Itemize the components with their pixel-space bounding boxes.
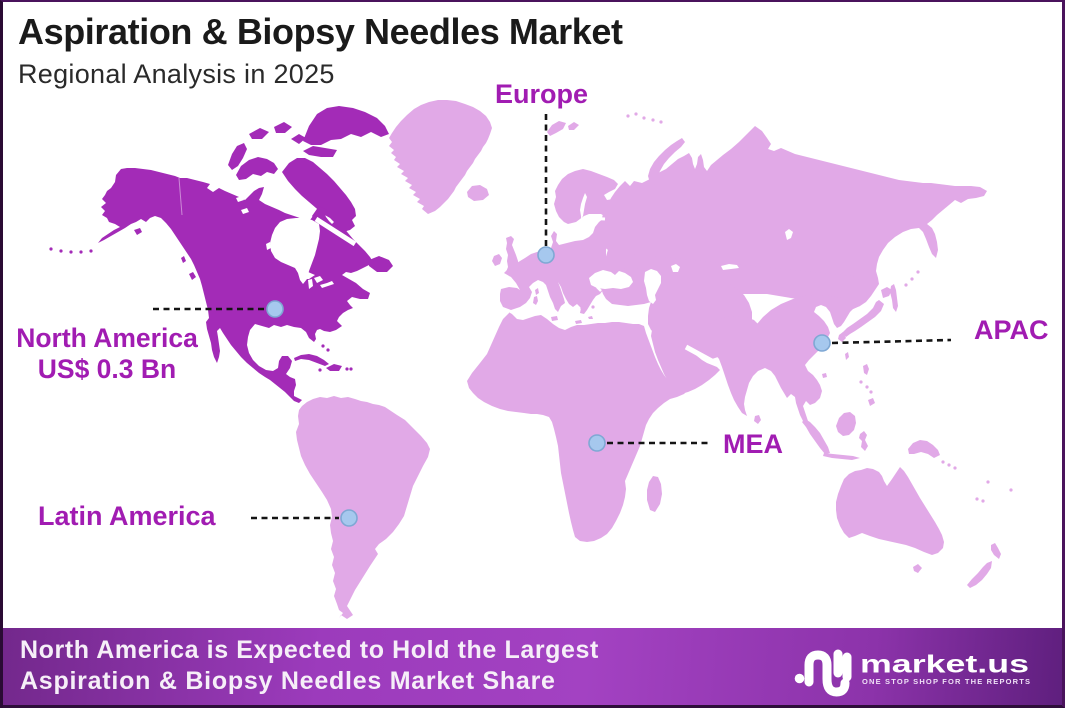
svg-text:ONE STOP SHOP FOR THE REPORTS: ONE STOP SHOP FOR THE REPORTS — [862, 677, 1030, 686]
svg-text:market.us: market.us — [860, 651, 1029, 679]
